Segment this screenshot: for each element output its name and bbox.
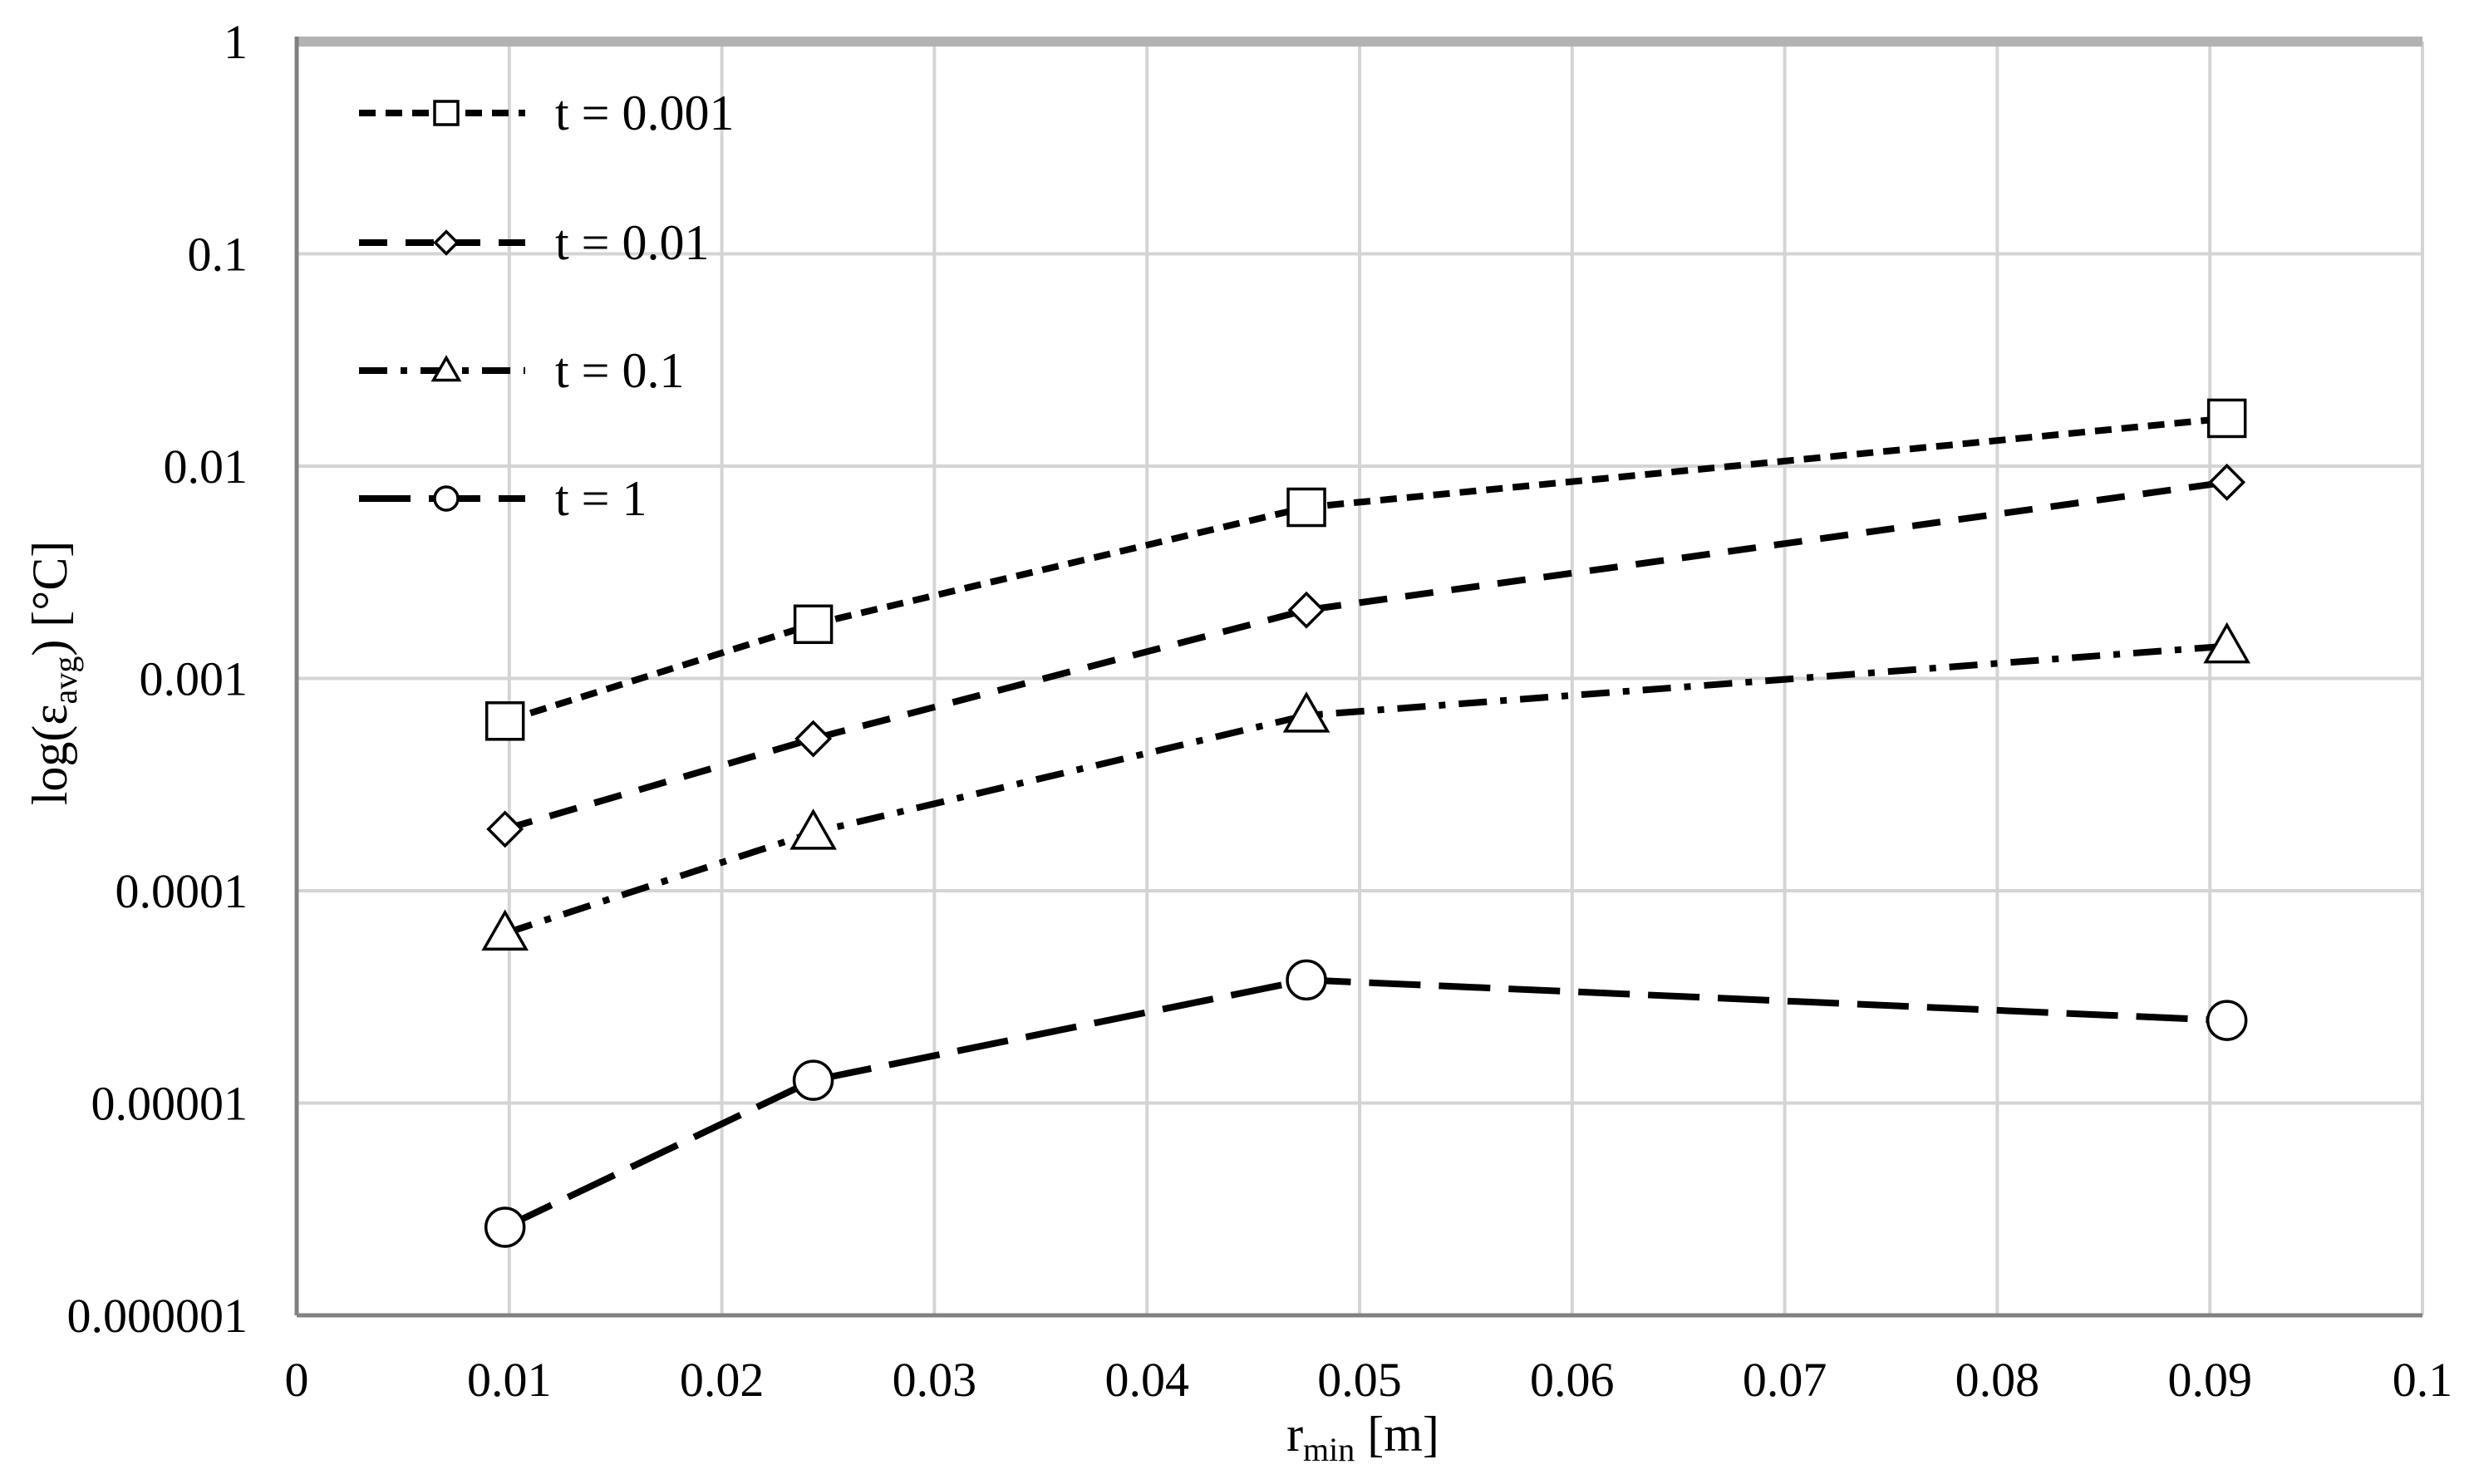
series-3 [481, 622, 2250, 951]
legend-entry: t = 0.001 [359, 86, 735, 140]
y-tick-label: 1 [224, 15, 248, 69]
legend-label: t = 1 [555, 471, 647, 526]
x-axis-label: rmin [m] [1286, 1407, 1439, 1468]
grid [297, 42, 2424, 1315]
x-tick-label: 0.08 [1955, 1353, 2040, 1407]
x-tick-label: 0.1 [2393, 1353, 2453, 1407]
x-tick-label: 0 [285, 1353, 309, 1407]
series-line [504, 479, 2228, 833]
legend-label: t = 0.01 [555, 215, 710, 270]
legend-label: t = 0.1 [555, 343, 685, 398]
diamond-marker [486, 810, 524, 848]
triangle-marker [430, 355, 462, 382]
circle-marker [1286, 959, 1327, 1001]
series-1 [484, 398, 2247, 741]
triangle-marker [481, 909, 529, 951]
legend-entry: t = 0.01 [359, 215, 710, 270]
square-marker [793, 604, 834, 645]
x-tick-label: 0.03 [893, 1353, 977, 1407]
square-marker [484, 701, 525, 741]
triangle-marker [2203, 622, 2250, 664]
circle-marker [484, 1206, 526, 1248]
diamond-marker [794, 720, 833, 758]
square-marker [433, 100, 460, 126]
square-marker [1286, 487, 1326, 528]
y-tick-label: 0.01 [164, 440, 248, 494]
square-marker [2206, 398, 2247, 439]
x-tick-label: 0.07 [1743, 1353, 1827, 1407]
x-tick-label: 0.04 [1104, 1353, 1189, 1407]
x-tick-labels: 0 0.01 0.02 0.03 0.04 0.05 0.06 0.07 0.08 0.09 0.1 [285, 1353, 2453, 1407]
diamond-marker [1287, 591, 1325, 629]
series-2 [486, 463, 2246, 848]
x-tick-label: 0.01 [467, 1353, 552, 1407]
y-tick-label: 0.00001 [91, 1077, 248, 1131]
y-tick-label: 0.000001 [67, 1289, 248, 1343]
x-tick-label: 0.06 [1530, 1353, 1615, 1407]
x-tick-label: 0.05 [1317, 1353, 1402, 1407]
diamond-marker [433, 229, 460, 256]
y-tick-label: 0.1 [188, 228, 248, 282]
circle-marker [792, 1059, 834, 1101]
y-axis-label: log(εavg) [°C] [22, 541, 84, 806]
axes [294, 37, 2422, 1318]
series-group [481, 398, 2250, 1248]
legend-entry: t = 1 [359, 471, 647, 526]
x-tick-label: 0.09 [2167, 1353, 2252, 1407]
y-tick-label: 0.0001 [116, 864, 248, 918]
legend-entry: t = 0.1 [359, 343, 685, 398]
circle-marker [2206, 1000, 2248, 1041]
circle-marker [433, 485, 460, 512]
legend: t = 0.001 t = 0.01 t = 0.1 t = 1 [359, 86, 735, 526]
series-4 [484, 959, 2248, 1248]
diamond-marker [2208, 463, 2246, 501]
series-line [504, 415, 2228, 725]
triangle-marker [1282, 691, 1330, 733]
x-tick-label: 0.02 [680, 1353, 765, 1407]
legend-label: t = 0.001 [555, 86, 735, 140]
y-tick-label: 0.001 [140, 652, 248, 706]
series-line [503, 976, 2227, 1231]
triangle-marker [789, 808, 837, 850]
y-tick-labels: 0.000001 0.00001 0.0001 0.001 0.01 0.1 1 [67, 15, 248, 1343]
series-line [504, 642, 2227, 937]
